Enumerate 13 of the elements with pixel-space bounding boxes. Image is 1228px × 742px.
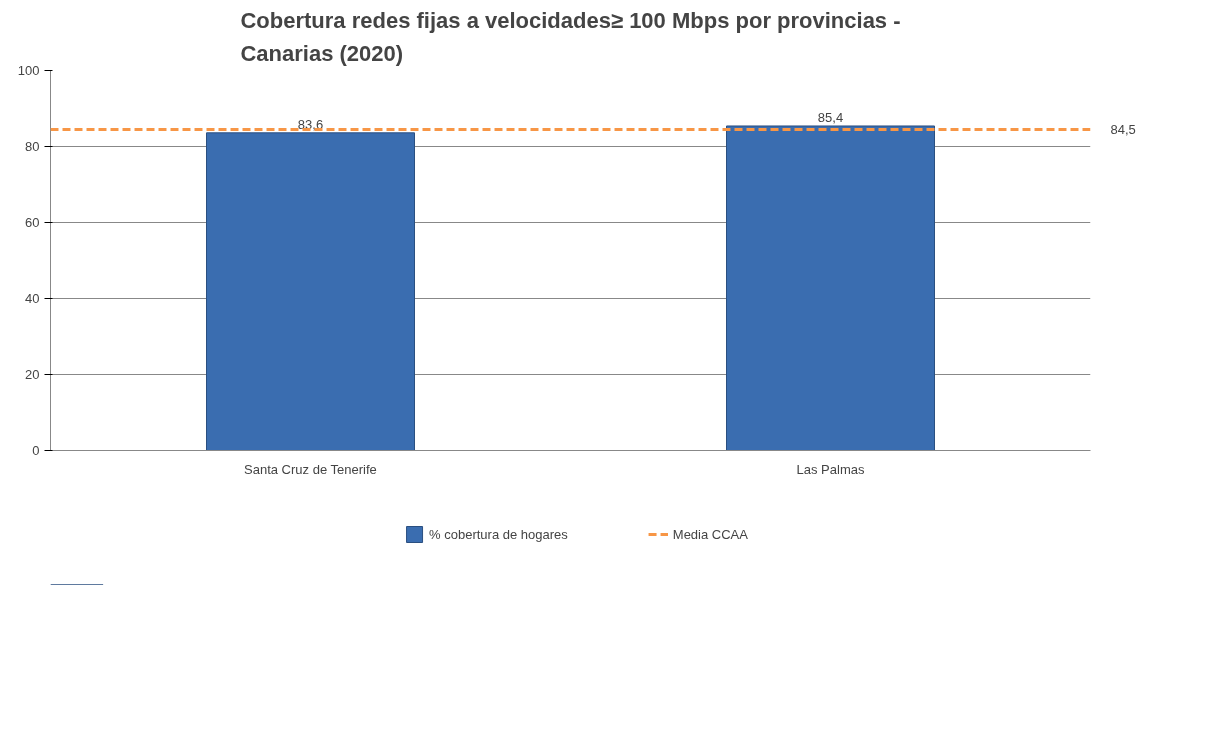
text: 84,5 [1110,121,1136,137]
legend-label: Media CCAA [672,526,748,542]
x-tick-label: Santa Cruz de Tenerife [244,461,377,477]
y-tick-label: 100 [17,63,40,78]
chart-title: Cobertura redes fijas a velocidades≥ 100 Mbps por provincias - Canarias (2020) [240,8,901,66]
legend-label: % cobertura de hogares [429,526,568,542]
data-label: 85,4 [817,109,844,125]
y-tick-label: 80 [25,139,40,154]
y-tick-label: 60 [25,215,40,230]
x-tick-label: Las Palmas [796,461,865,477]
y-tick-label: 20 [25,367,40,382]
y-tick-label: 40 [25,291,40,306]
y-tick-label: 0 [32,443,40,458]
